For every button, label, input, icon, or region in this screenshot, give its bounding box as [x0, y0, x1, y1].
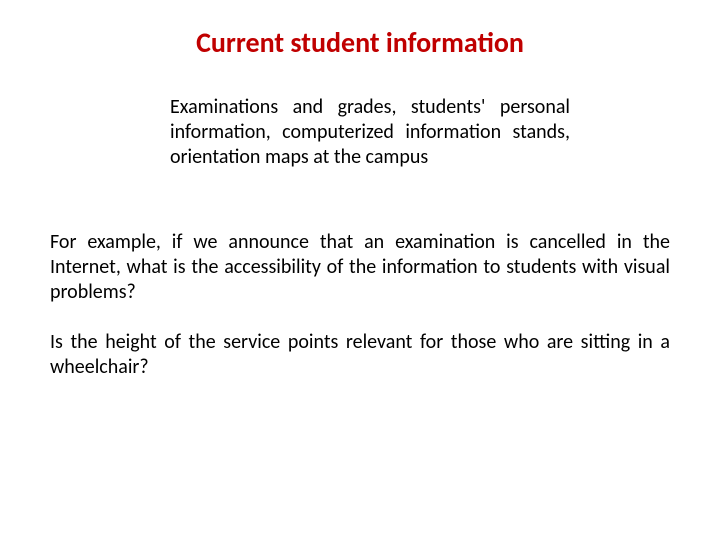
sub-paragraph: Examinations and grades, students' perso… — [170, 95, 570, 170]
body-paragraph-2: Is the height of the service points rele… — [50, 330, 670, 380]
slide-title: Current student information — [50, 25, 670, 60]
body-paragraph-1: For example, if we announce that an exam… — [50, 230, 670, 305]
